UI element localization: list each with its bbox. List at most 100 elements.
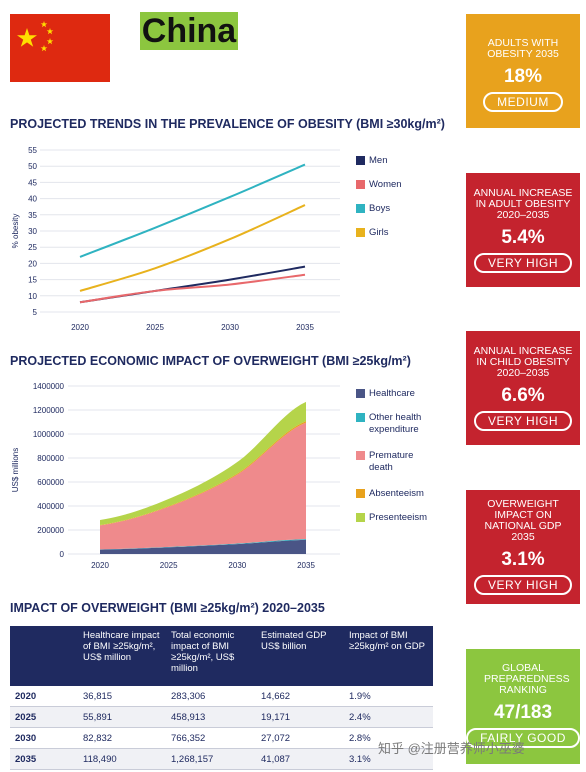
stat-box-value: 18%: [503, 66, 543, 87]
series-line-women: [79, 273, 306, 304]
series-line-girls: [79, 204, 306, 292]
stat-box-gdp-impact: OVERWEIGHT IMPACT ON NATIONAL GDP 2035 3…: [466, 490, 580, 604]
legend-label: Presenteeism: [369, 512, 428, 523]
stat-box-adult-obesity-2035: ADULTS WITH OBESITY 2035 18% MEDIUM: [466, 14, 580, 128]
stat-box-preparedness-ranking: GLOBAL PREPAREDNESS RANKING 47/183 FAIRL…: [466, 649, 580, 764]
economic-area-chart: 0 200000 400000 600000 800000 1000000 1200000 1…: [11, 382, 340, 570]
obesity-section-title: PROJECTED TRENDS IN THE PREVALENCE OF OB…: [10, 117, 445, 131]
y-tick-label: 45: [28, 178, 37, 187]
y-tick-label: 400000: [37, 502, 64, 511]
table-header-cell: Total economic impact of BMI ≥25kg/m², U…: [166, 626, 256, 686]
x-tick-label: 2020: [91, 561, 109, 570]
stat-box-label: ADULTS WITH OBESITY 2035: [487, 37, 559, 60]
stat-box-value: 47/183: [493, 702, 553, 723]
table-cell: 55,891: [78, 706, 166, 728]
stat-box-value: 5.4%: [501, 227, 545, 248]
legend-label: Other health expenditure: [369, 412, 422, 435]
table-row: 2025 55,891 458,913 19,171 2.4%: [10, 706, 433, 728]
economic-section-title: PROJECTED ECONOMIC IMPACT OF OVERWEIGHT …: [10, 354, 411, 368]
table-cell: 14,662: [256, 686, 344, 707]
table-cell: 2.4%: [344, 706, 433, 728]
table-row: 2035 118,490 1,268,157 41,087 3.1%: [10, 748, 433, 770]
y-tick-label: 15: [28, 276, 37, 285]
series-line-boys: [79, 163, 306, 258]
x-tick-label: 2030: [221, 323, 239, 332]
y-tick-label: 35: [28, 211, 37, 220]
y-axis-label: % obesity: [11, 214, 20, 249]
x-tick-label: 2035: [296, 323, 314, 332]
table-cell: 36,815: [78, 686, 166, 707]
x-tick-label: 2025: [160, 561, 178, 570]
impact-table: Healthcare impact of BMI ≥25kg/m², US$ m…: [10, 626, 433, 770]
legend-label: Premature death: [369, 450, 414, 473]
table-header-cell: [10, 626, 78, 686]
stat-box-label: GLOBAL PREPAREDNESS RANKING: [484, 662, 570, 696]
y-tick-label: 1200000: [33, 406, 65, 415]
table-cell-year: 2020: [10, 686, 78, 707]
rating-badge: VERY HIGH: [473, 575, 573, 595]
legend-swatch: [356, 204, 365, 213]
legend-label: Absenteeism: [369, 488, 424, 499]
legend-swatch: [356, 228, 365, 237]
legend-swatch: [356, 413, 365, 422]
table-cell: 41,087: [256, 748, 344, 770]
legend-swatch: [356, 389, 365, 398]
table-cell: 283,306: [166, 686, 256, 707]
y-tick-label: 50: [28, 162, 37, 171]
country-title: China: [140, 12, 238, 50]
legend-label: Men: [369, 155, 388, 166]
table-row: 2020 36,815 283,306 14,662 1.9%: [10, 686, 433, 707]
y-tick-label: 30: [28, 227, 37, 236]
table-header-cell: Impact of BMI ≥25kg/m² on GDP: [344, 626, 433, 686]
y-tick-label: 200000: [37, 526, 64, 535]
table-cell: 458,913: [166, 706, 256, 728]
stat-box-adult-obesity-increase: ANNUAL INCREASE IN ADULT OBESITY 2020–20…: [466, 173, 580, 287]
rating-badge: MEDIUM: [483, 92, 563, 112]
stat-box-label: OVERWEIGHT IMPACT ON NATIONAL GDP 2035: [484, 498, 562, 543]
x-tick-label: 2030: [228, 561, 246, 570]
y-tick-label: 600000: [37, 478, 64, 487]
x-tick-label: 2035: [297, 561, 315, 570]
x-tick-label: 2025: [146, 323, 164, 332]
y-tick-label: 55: [28, 146, 37, 155]
table-row: 2030 82,832 766,352 27,072 2.8%: [10, 727, 433, 749]
table-cell: 2.8%: [344, 727, 433, 749]
y-axis-label: US$ millions: [11, 448, 20, 492]
legend-label: Boys: [369, 203, 391, 214]
table-header-cell: Healthcare impact of BMI ≥25kg/m², US$ m…: [78, 626, 166, 686]
y-tick-label: 1400000: [33, 382, 65, 391]
y-tick-label: 25: [28, 243, 37, 252]
table-cell: 766,352: [166, 727, 256, 749]
stat-box-label: ANNUAL INCREASE IN ADULT OBESITY 2020–20…: [473, 187, 573, 221]
rating-badge: VERY HIGH: [473, 253, 573, 273]
table-section-title: IMPACT OF OVERWEIGHT (BMI ≥25kg/m²) 2020…: [10, 601, 325, 615]
legend-label: Women: [369, 179, 402, 190]
legend-swatch: [356, 489, 365, 498]
stat-box-child-obesity-increase: ANNUAL INCREASE IN CHILD OBESITY 2020–20…: [466, 331, 580, 445]
legend-swatch: [356, 513, 365, 522]
economic-chart-legend: Healthcare Other health expenditure Premat…: [356, 388, 456, 539]
x-tick-label: 2020: [71, 323, 89, 332]
stat-box-value: 3.1%: [501, 549, 545, 570]
legend-swatch: [356, 156, 365, 165]
obesity-chart-legend: Men Women Boys Girls: [356, 155, 456, 256]
legend-label: Girls: [369, 227, 389, 238]
china-flag-icon: [10, 14, 110, 82]
rating-badge: FAIRLY GOOD: [466, 728, 580, 748]
y-tick-label: 1000000: [33, 430, 65, 439]
table-cell-year: 2035: [10, 748, 78, 770]
table-cell-year: 2030: [10, 727, 78, 749]
table-cell: 82,832: [78, 727, 166, 749]
y-tick-label: 800000: [37, 454, 64, 463]
area-healthcare: [100, 539, 306, 554]
table-cell: 118,490: [78, 748, 166, 770]
table-cell: 19,171: [256, 706, 344, 728]
stat-box-value: 6.6%: [501, 385, 545, 406]
table-header-row: Healthcare impact of BMI ≥25kg/m², US$ m…: [10, 626, 433, 686]
y-tick-label: 40: [28, 195, 37, 204]
rating-badge: VERY HIGH: [473, 411, 573, 431]
y-tick-label: 5: [33, 308, 38, 317]
legend-label: Healthcare: [369, 388, 415, 399]
watermark: 知乎 @注册营养师小巫婆: [378, 741, 525, 756]
